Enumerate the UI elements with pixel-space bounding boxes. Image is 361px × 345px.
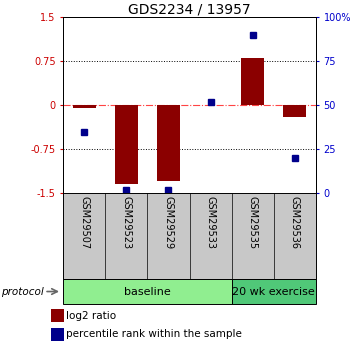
Text: GSM29535: GSM29535 (248, 196, 258, 249)
Bar (115, 105, 138, 184)
Text: protocol: protocol (1, 287, 44, 296)
Bar (283, 105, 306, 117)
Bar (73, 105, 96, 108)
Bar (157, 105, 180, 181)
Bar (241, 58, 264, 105)
Text: GSM29523: GSM29523 (121, 196, 131, 249)
Text: GSM29529: GSM29529 (164, 196, 174, 249)
Bar (63, 279, 232, 304)
Text: percentile rank within the sample: percentile rank within the sample (66, 329, 242, 339)
Text: log2 ratio: log2 ratio (66, 310, 116, 321)
Text: baseline: baseline (124, 287, 171, 296)
Text: GSM29536: GSM29536 (290, 196, 300, 249)
Bar (51, 309, 64, 322)
Bar (232, 279, 316, 304)
Text: GSM29533: GSM29533 (205, 196, 216, 249)
Bar (51, 328, 64, 341)
Title: GDS2234 / 13957: GDS2234 / 13957 (128, 2, 251, 16)
Text: 20 wk exercise: 20 wk exercise (232, 287, 315, 296)
Text: GSM29507: GSM29507 (79, 196, 89, 249)
